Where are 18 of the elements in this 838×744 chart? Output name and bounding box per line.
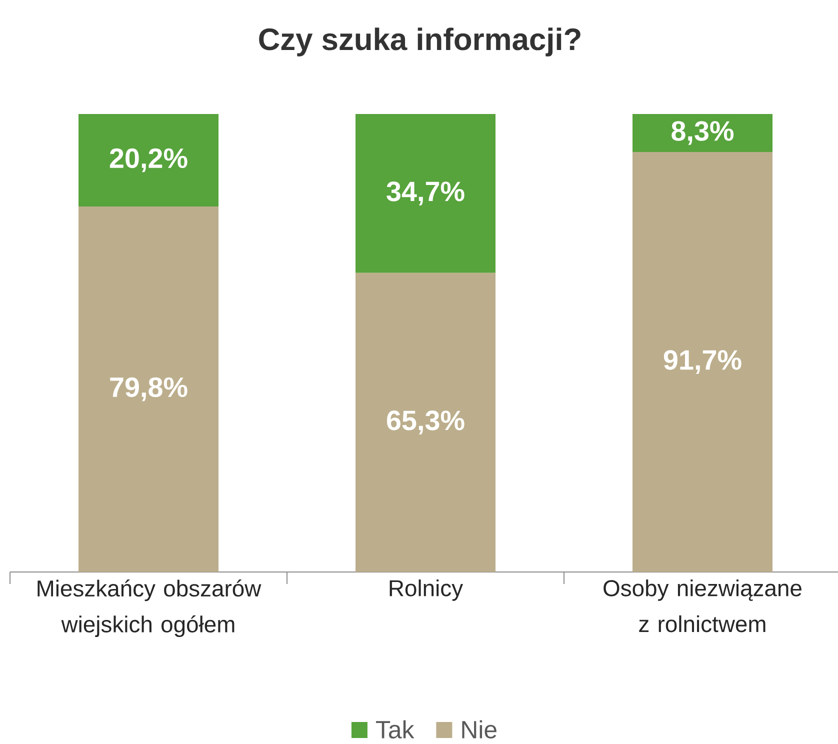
chart-title: Czy szuka informacji?	[259, 28, 580, 56]
x-tick-label: Mieszkańcy obszarów wiejskich ogółem	[38, 580, 262, 637]
bar	[78, 206, 219, 572]
bar	[78, 114, 219, 206]
x-tick-label: Rolnicy	[390, 580, 464, 601]
data-label: 91,7%	[664, 350, 742, 374]
legend-label: Nie	[462, 720, 496, 739]
x-tick-label: Osoby niezwiązane z rolnictwem	[604, 580, 802, 632]
data-label: 8,3%	[672, 121, 734, 145]
data-label: 65,3%	[386, 410, 464, 434]
bar	[356, 114, 496, 273]
bar	[356, 272, 496, 572]
bar	[632, 152, 773, 572]
legend-label: Tak	[376, 720, 414, 739]
data-label: 34,7%	[386, 182, 464, 206]
bar	[632, 114, 773, 152]
data-label: 20,2%	[110, 148, 188, 172]
data-label: 79,8%	[110, 377, 188, 402]
